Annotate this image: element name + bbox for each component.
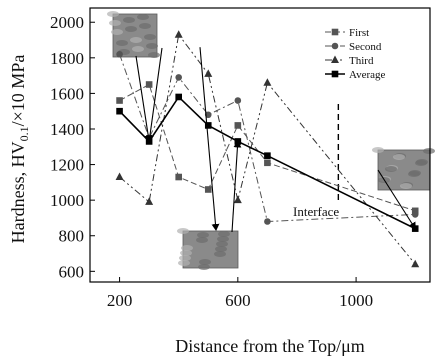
x-tick-label: 600 <box>225 291 251 310</box>
data-point <box>234 122 242 129</box>
micrograph-texture <box>393 154 405 160</box>
micrograph-texture <box>146 43 158 49</box>
arrows <box>135 47 416 233</box>
micrograph-texture <box>123 17 135 23</box>
data-point <box>411 211 419 218</box>
y-axis-title-sub: 0.1 <box>17 126 31 141</box>
micrograph-texture <box>198 264 210 270</box>
micrograph-texture <box>178 260 190 266</box>
x-axis-title: Distance from the Top/μm <box>175 336 365 356</box>
micrograph-texture <box>423 148 435 154</box>
y-tick-label: 600 <box>59 262 85 281</box>
y-tick-label: 1200 <box>50 156 84 175</box>
data-point <box>145 197 154 205</box>
plot-frame <box>89 7 431 283</box>
data-point <box>331 70 339 78</box>
legend: First Second Third Average <box>325 27 386 81</box>
y-axis-title: Hardness, HV0.1/×10 MPa <box>8 55 31 244</box>
x-tick-label: 200 <box>107 291 133 310</box>
data-point <box>331 55 339 63</box>
micrograph-texture <box>217 236 229 242</box>
micrograph-texture <box>125 26 137 32</box>
micrograph-texture <box>215 246 227 252</box>
micrograph-texture <box>139 23 151 29</box>
micrograph-texture <box>177 228 189 234</box>
data-point <box>411 207 419 215</box>
interface-label: Interface <box>293 204 339 219</box>
micrograph-texture <box>180 250 192 256</box>
y-axis-title-main: Hardness, HV <box>8 141 28 243</box>
data-point <box>204 69 213 77</box>
micrograph-texture <box>137 14 149 20</box>
data-point <box>175 93 182 101</box>
y-tick-label: 1800 <box>50 49 84 68</box>
micrograph-texture <box>415 160 427 166</box>
micrograph-texture <box>107 11 119 17</box>
legend-label-average: Average <box>349 69 386 81</box>
micrograph-texture <box>148 52 160 58</box>
data-point <box>116 97 123 104</box>
micrograph-texture <box>130 37 142 43</box>
data-point <box>331 42 339 50</box>
data-point <box>175 74 182 81</box>
data-point <box>175 173 182 181</box>
data-point <box>411 259 420 268</box>
data-point <box>331 28 339 36</box>
micrograph-texture <box>132 46 144 52</box>
micrograph-texture <box>199 259 211 265</box>
micrograph-texture <box>116 40 128 46</box>
micrograph-texture <box>408 171 420 177</box>
micrograph-texture <box>400 183 412 189</box>
arrow <box>145 47 163 143</box>
axis-ticks: 200 600 1000 600 800 1000 1200 1400 1600 1800 2000 <box>50 13 373 310</box>
data-point <box>116 107 123 115</box>
data-point <box>264 159 271 167</box>
data-point <box>234 97 242 104</box>
data-point <box>204 186 212 193</box>
micrograph-texture <box>196 237 208 243</box>
legend-label-first: First <box>349 27 369 39</box>
micrograph-texture <box>197 232 209 238</box>
y-tick-label: 800 <box>59 227 85 246</box>
series-third <box>115 30 420 268</box>
data-point <box>204 122 212 129</box>
micrograph-texture <box>111 29 123 35</box>
legend-label-third: Third <box>349 55 374 67</box>
micrograph-texture <box>218 231 230 237</box>
data-point <box>263 78 272 86</box>
data-point <box>145 81 153 88</box>
micrograph-texture <box>372 147 384 153</box>
micrograph-texture <box>109 20 121 26</box>
micrograph-texture <box>179 255 191 261</box>
arrow <box>199 47 220 231</box>
series-line <box>119 83 416 212</box>
micrograph-texture <box>385 166 397 172</box>
arrow <box>135 55 153 143</box>
series-first <box>116 81 419 215</box>
arrow <box>231 140 242 233</box>
micrograph-texture <box>214 251 226 257</box>
micrograph-texture <box>144 34 156 40</box>
y-tick-label: 2000 <box>50 13 84 32</box>
data-point <box>115 172 124 181</box>
y-tick-label: 1400 <box>50 120 84 139</box>
legend-label-second: Second <box>349 41 382 53</box>
x-tick-label: 1000 <box>339 291 373 310</box>
data-point <box>264 152 271 159</box>
data-point <box>264 218 271 225</box>
arrow <box>377 169 416 230</box>
data-point <box>116 50 123 58</box>
y-axis-title-unit: /×10 MPa <box>8 55 28 127</box>
y-tick-label: 1600 <box>50 84 84 103</box>
micrograph-texture <box>181 245 193 251</box>
data-point <box>174 30 183 38</box>
data-point <box>411 225 419 232</box>
micrograph-texture <box>216 241 228 247</box>
micrograph-insets <box>107 11 435 270</box>
y-tick-label: 1000 <box>50 191 84 210</box>
data-point <box>233 195 242 204</box>
